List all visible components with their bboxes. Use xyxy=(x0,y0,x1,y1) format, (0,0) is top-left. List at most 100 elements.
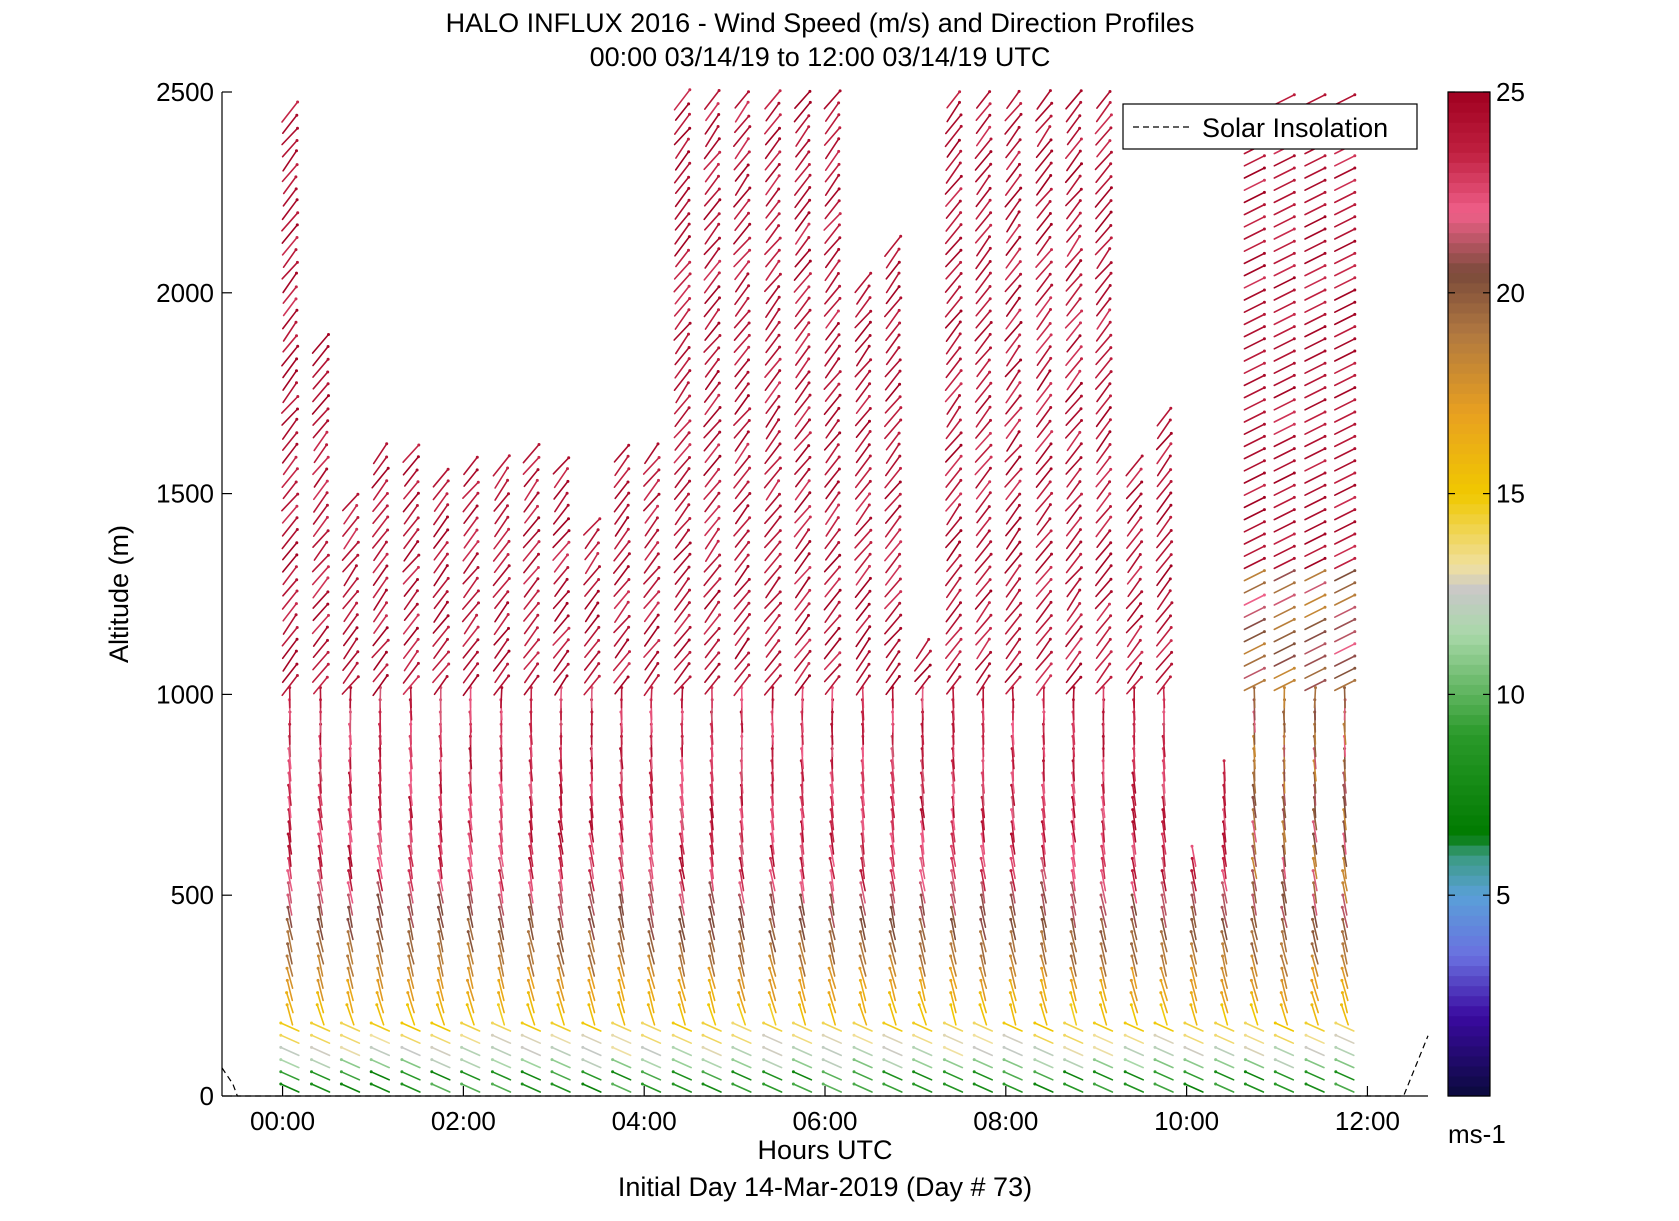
wind-barb-head xyxy=(1063,1022,1066,1025)
wind-barb-head xyxy=(777,418,780,421)
wind-barb xyxy=(1164,688,1165,708)
wind-barb-head xyxy=(447,663,450,666)
wind-barb-head xyxy=(627,626,630,629)
wind-barb-head xyxy=(347,967,350,970)
wind-barb-head xyxy=(1139,553,1142,556)
wind-barb-head xyxy=(808,90,811,93)
wind-barb-head xyxy=(958,503,961,506)
wind-barb-head xyxy=(476,468,479,471)
wind-barb-head xyxy=(1312,869,1315,872)
wind-barb-head xyxy=(898,443,901,446)
wind-barb-head xyxy=(476,517,479,520)
wind-barb-head xyxy=(778,650,781,653)
wind-barb-head xyxy=(717,163,720,166)
wind-barb-head xyxy=(1041,918,1044,921)
wind-barb-head xyxy=(386,504,389,507)
wind-barb-head xyxy=(747,565,750,568)
colorbar-segment xyxy=(1448,815,1490,826)
wind-barb-head xyxy=(828,991,831,994)
wind-barb-head xyxy=(808,627,811,630)
wind-barb-head xyxy=(658,456,661,459)
wind-barb-head xyxy=(989,211,992,214)
wind-barb-head xyxy=(1263,618,1266,621)
wind-barb-head xyxy=(467,881,470,884)
wind-barb-head xyxy=(1079,297,1082,300)
wind-barb-head xyxy=(1324,520,1327,523)
wind-barb-head xyxy=(521,1070,524,1073)
wind-barb-head xyxy=(688,369,691,372)
wind-barb-head xyxy=(687,187,690,190)
wind-barb-head xyxy=(859,955,862,958)
wind-barb-head xyxy=(738,894,741,897)
wind-barb-head xyxy=(1324,228,1327,231)
colorbar-segment xyxy=(1448,725,1490,736)
wind-barb-head xyxy=(747,297,750,300)
wind-barb-head xyxy=(588,894,591,897)
wind-barb-head xyxy=(1018,236,1021,239)
wind-barb-head xyxy=(1334,1070,1337,1073)
wind-barb-head xyxy=(718,198,721,201)
wind-barb-head xyxy=(748,578,751,581)
wind-barb-head xyxy=(869,321,872,324)
wind-barb-head xyxy=(960,382,963,385)
wind-barb-head xyxy=(407,930,410,933)
wind-barb-head xyxy=(296,345,299,348)
wind-barb-head xyxy=(688,235,691,238)
wind-barb-head xyxy=(1130,930,1133,933)
wind-barb-head xyxy=(1018,493,1021,496)
wind-barb-head xyxy=(286,979,289,982)
wind-barb-head xyxy=(346,918,349,921)
colorbar-segment xyxy=(1448,1086,1490,1097)
wind-barb-head xyxy=(899,235,902,238)
wind-barb-head xyxy=(327,663,330,666)
wind-barb-head xyxy=(747,115,750,118)
wind-barb-head xyxy=(689,322,692,325)
wind-barb xyxy=(1224,761,1225,781)
wind-barb-head xyxy=(679,955,682,958)
wind-barb-head xyxy=(899,540,902,543)
wind-barb-head xyxy=(466,979,469,982)
wind-barb-head xyxy=(778,163,781,166)
wind-barb-head xyxy=(778,137,781,140)
wind-barb-head xyxy=(1293,252,1296,255)
wind-barb-head xyxy=(838,431,841,434)
wind-barb-head xyxy=(672,1058,675,1061)
wind-barb-head xyxy=(506,590,509,593)
wind-barb-head xyxy=(1018,381,1021,384)
wind-barb-head xyxy=(1305,1070,1308,1073)
wind-barb-head xyxy=(959,358,962,361)
wind-barb-head xyxy=(1324,496,1327,499)
wind-barb-head xyxy=(1154,1083,1157,1086)
wind-barb-head xyxy=(1324,252,1327,255)
wind-barb-head xyxy=(868,420,871,423)
wind-barb-head xyxy=(627,504,630,507)
wind-barb-head xyxy=(1039,991,1042,994)
wind-barb-head xyxy=(689,626,692,629)
wind-barb-head xyxy=(597,541,600,544)
wind-barb xyxy=(863,688,864,708)
wind-barb-head xyxy=(618,857,621,860)
wind-barb-head xyxy=(869,541,872,544)
wind-barb-head xyxy=(798,942,801,945)
wind-barb-head xyxy=(296,516,299,519)
wind-barb-head xyxy=(588,869,591,872)
wind-barb-head xyxy=(1079,541,1082,544)
wind-barb-head xyxy=(1063,1083,1066,1086)
wind-barb-head xyxy=(327,456,330,459)
wind-barb-head xyxy=(627,455,630,458)
wind-barb-head xyxy=(807,125,810,128)
wind-barb-head xyxy=(1263,679,1266,682)
colorbar-segment xyxy=(1448,845,1490,856)
wind-barb-head xyxy=(1353,594,1356,597)
wind-barb-head xyxy=(1080,89,1083,92)
colorbar-segment xyxy=(1448,403,1490,414)
wind-barb-head xyxy=(1353,606,1356,609)
wind-barb-head xyxy=(888,1003,891,1006)
wind-barb-head xyxy=(1070,979,1073,982)
wind-barb-head xyxy=(1140,615,1143,618)
wind-barb-head xyxy=(988,505,991,508)
wind-barb-head xyxy=(1280,1003,1283,1006)
wind-barb-head xyxy=(737,1003,740,1006)
wind-barb-head xyxy=(355,602,358,605)
wind-barb-head xyxy=(899,296,902,299)
